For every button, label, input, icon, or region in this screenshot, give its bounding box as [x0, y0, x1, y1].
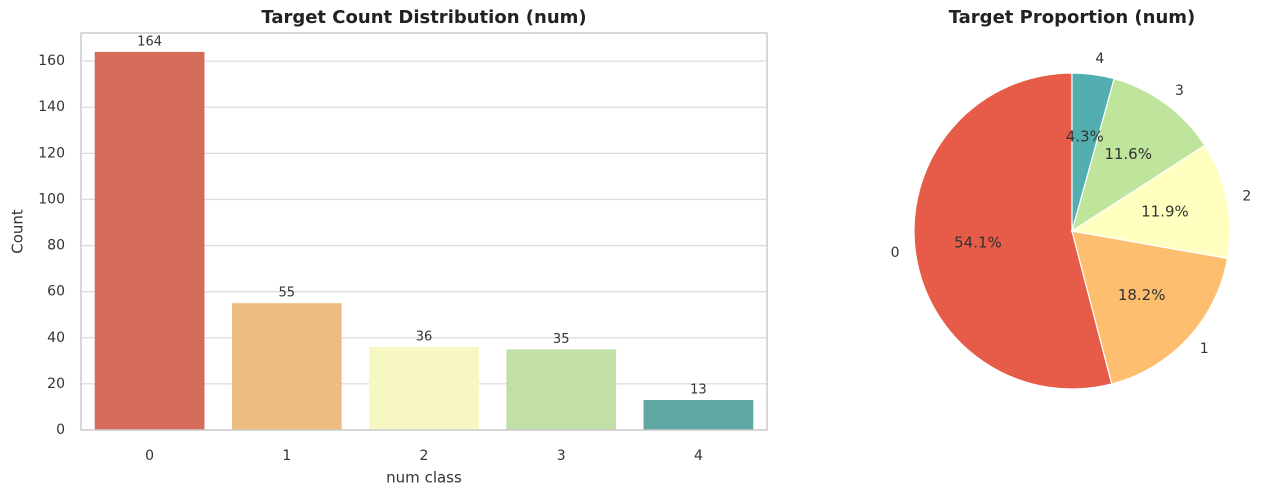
data-label: 35: [553, 332, 570, 347]
slice-label: 1: [1200, 341, 1209, 357]
pie-slice: [1071, 230, 1229, 385]
percent-label: 11.9%: [1141, 203, 1189, 221]
y-tick-label: 120: [38, 145, 65, 161]
data-label: 55: [279, 286, 296, 301]
y-tick-label: 160: [38, 53, 65, 69]
bar: [231, 303, 342, 430]
slice-label: 4: [1095, 51, 1104, 67]
y-tick-label: 20: [47, 376, 65, 392]
chart-title: Target Proportion (num): [949, 7, 1196, 28]
x-tick-label: 1: [282, 448, 291, 464]
y-tick-label: 80: [47, 238, 65, 254]
x-tick-label: 4: [694, 448, 703, 464]
pie-slice: [1071, 77, 1206, 233]
slice-label: 3: [1175, 83, 1184, 99]
percent-label: 18.2%: [1118, 286, 1166, 304]
data-label: 36: [416, 330, 433, 345]
y-tick-label: 60: [47, 284, 65, 300]
chart-title: Target Count Distribution (num): [261, 7, 586, 28]
axes-frame: [80, 32, 768, 431]
x-tick-label: 0: [145, 448, 154, 464]
bar: [506, 349, 617, 430]
x-axis-label: num class: [386, 469, 462, 487]
y-tick-label: 100: [38, 191, 65, 207]
data-label: 13: [690, 383, 707, 398]
bar: [94, 51, 205, 431]
percent-label: 11.6%: [1104, 145, 1152, 163]
bar: [369, 347, 479, 430]
percent-label: 54.1%: [954, 234, 1002, 252]
y-tick-label: 140: [38, 99, 65, 115]
y-tick-label: 0: [56, 422, 65, 438]
x-tick-label: 2: [420, 448, 429, 464]
y-tick-label: 40: [47, 330, 65, 346]
pie-slice: [1071, 72, 1115, 232]
x-tick-label: 3: [557, 448, 566, 464]
y-axis-label: Count: [9, 209, 27, 254]
bar: [643, 400, 754, 430]
data-label: 164: [137, 34, 162, 49]
slice-label: 0: [891, 245, 900, 261]
percent-label: 4.3%: [1066, 128, 1104, 146]
pie-slice: [913, 72, 1113, 390]
slice-label: 2: [1242, 189, 1251, 205]
pie-slice: [1070, 144, 1231, 260]
